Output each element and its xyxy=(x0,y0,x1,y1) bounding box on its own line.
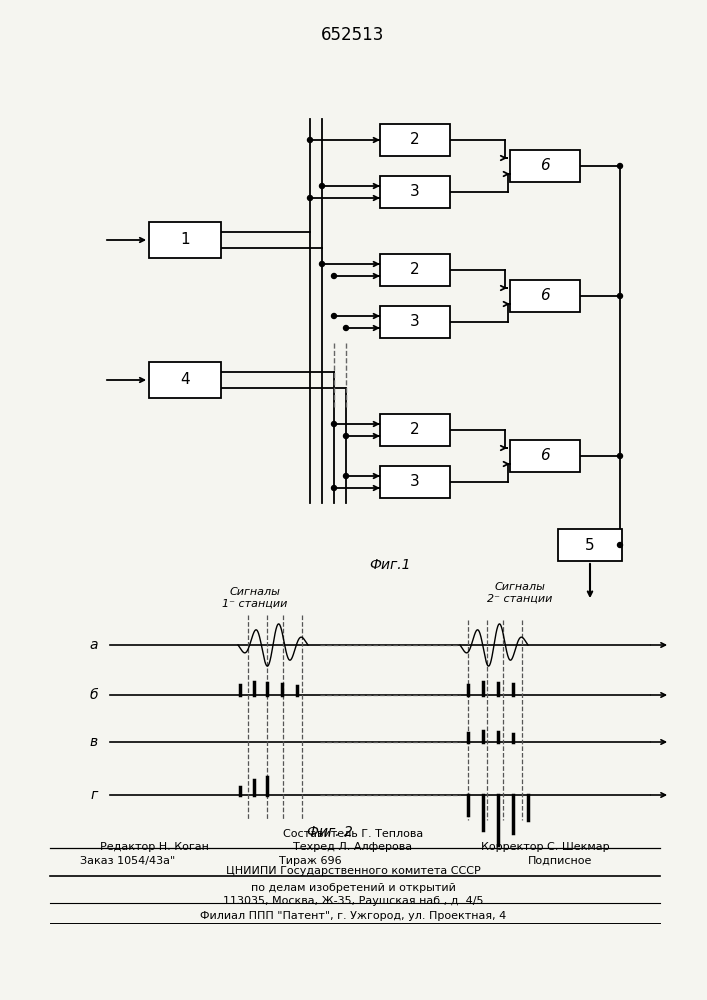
Text: Сигналы: Сигналы xyxy=(230,587,281,597)
Text: 2: 2 xyxy=(410,132,420,147)
Circle shape xyxy=(332,422,337,426)
Circle shape xyxy=(617,542,622,548)
Text: Филиал ППП "Патент", г. Ужгород, ул. Проектная, 4: Филиал ППП "Патент", г. Ужгород, ул. Про… xyxy=(200,911,506,921)
Text: Тираж 696: Тираж 696 xyxy=(279,856,341,866)
Text: ЦНИИПИ Государственного комитета СССР: ЦНИИПИ Государственного комитета СССР xyxy=(226,866,480,876)
Bar xyxy=(510,280,580,312)
Text: Подписное: Подписное xyxy=(528,856,592,866)
Circle shape xyxy=(344,326,349,330)
Circle shape xyxy=(332,314,337,318)
Bar xyxy=(510,440,580,472)
Circle shape xyxy=(308,137,312,142)
Text: Сигналы: Сигналы xyxy=(495,582,545,592)
Text: 6: 6 xyxy=(540,158,550,174)
Circle shape xyxy=(617,454,622,458)
Bar xyxy=(380,124,450,156)
Text: Составитель Г. Теплова: Составитель Г. Теплова xyxy=(283,829,423,839)
Bar xyxy=(380,176,450,208)
Text: Техред Л. Алферова: Техред Л. Алферова xyxy=(293,842,413,852)
Text: 1: 1 xyxy=(180,232,189,247)
Circle shape xyxy=(320,184,325,188)
Text: 652513: 652513 xyxy=(321,26,385,44)
Bar xyxy=(149,362,221,398)
Text: Фиг.1: Фиг.1 xyxy=(369,558,411,572)
Text: 2⁻ станции: 2⁻ станции xyxy=(487,594,553,604)
Circle shape xyxy=(332,486,337,490)
Circle shape xyxy=(344,474,349,479)
Text: 1⁻ станции: 1⁻ станции xyxy=(222,599,288,609)
Text: Фиг. 2: Фиг. 2 xyxy=(307,825,353,839)
Circle shape xyxy=(617,294,622,298)
Text: а: а xyxy=(90,638,98,652)
Circle shape xyxy=(344,434,349,438)
Text: по делам изобретений и открытий: по делам изобретений и открытий xyxy=(250,883,455,893)
Bar xyxy=(558,529,622,561)
Text: 5: 5 xyxy=(585,538,595,552)
Text: г: г xyxy=(90,788,98,802)
Text: б: б xyxy=(90,688,98,702)
Text: 3: 3 xyxy=(410,475,420,489)
Text: 6: 6 xyxy=(540,448,550,464)
Circle shape xyxy=(332,273,337,278)
Text: 3: 3 xyxy=(410,184,420,200)
Circle shape xyxy=(320,261,325,266)
Bar xyxy=(380,306,450,338)
Text: в: в xyxy=(90,735,98,749)
Text: 6: 6 xyxy=(540,288,550,304)
Bar xyxy=(380,414,450,446)
Text: 3: 3 xyxy=(410,314,420,330)
Circle shape xyxy=(617,163,622,168)
Text: Корректор С. Шекмар: Корректор С. Шекмар xyxy=(481,842,610,852)
Bar xyxy=(149,222,221,258)
Text: 2: 2 xyxy=(410,262,420,277)
Bar xyxy=(380,254,450,286)
Circle shape xyxy=(308,196,312,200)
Text: Редактор Н. Коган: Редактор Н. Коган xyxy=(100,842,209,852)
Text: 2: 2 xyxy=(410,422,420,438)
Bar xyxy=(380,466,450,498)
Text: 113035, Москва, Ж-35, Раушская наб., д. 4/5: 113035, Москва, Ж-35, Раушская наб., д. … xyxy=(223,896,484,906)
Bar xyxy=(510,150,580,182)
Text: 4: 4 xyxy=(180,372,189,387)
Text: Заказ 1054/43а": Заказ 1054/43а" xyxy=(80,856,175,866)
